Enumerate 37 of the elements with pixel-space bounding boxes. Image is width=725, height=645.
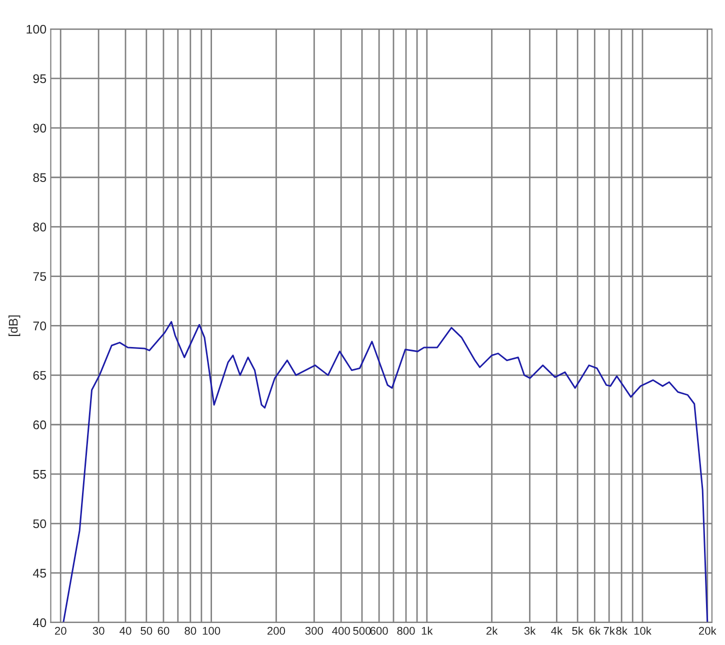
x-tick-label: 200 bbox=[267, 626, 286, 635]
x-tick-label: 6k bbox=[589, 626, 601, 635]
x-tick-label: 4k bbox=[551, 626, 563, 635]
x-tick-label: 30 bbox=[92, 626, 104, 635]
x-tick-label: 20 bbox=[54, 626, 66, 635]
y-tick-label: 100 bbox=[26, 24, 46, 34]
y-tick-label: 85 bbox=[33, 173, 46, 182]
y-tick-label: 95 bbox=[33, 74, 46, 84]
x-tick-label: 60 bbox=[158, 626, 170, 635]
y-tick-label: 55 bbox=[33, 470, 46, 479]
x-tick-label: 10k bbox=[634, 626, 652, 635]
x-tick-label: 5k bbox=[572, 626, 584, 635]
y-tick-label: 40 bbox=[32, 618, 46, 628]
x-tick-label: 2k bbox=[486, 626, 498, 635]
x-tick-label: 400 bbox=[332, 626, 350, 635]
x-tick-label: 80 bbox=[184, 626, 196, 635]
x-tick-label: 7k bbox=[604, 626, 615, 635]
x-tick-label: 40 bbox=[120, 626, 132, 635]
y-tick-label: 80 bbox=[33, 222, 46, 232]
y-axis-title: [dB] bbox=[8, 316, 20, 336]
x-tick-label: 600 bbox=[370, 626, 388, 635]
x-tick-label: 1k bbox=[422, 626, 433, 635]
y-tick-label: 75 bbox=[33, 272, 46, 281]
x-tick-label: 20k bbox=[698, 626, 716, 635]
y-tick-label: 70 bbox=[33, 322, 46, 330]
x-tick-label: 100 bbox=[202, 626, 220, 635]
x-tick-label: 50 bbox=[140, 626, 152, 635]
x-tick-label: 8k bbox=[616, 626, 628, 635]
y-tick-label: 65 bbox=[33, 370, 46, 380]
y-tick-label: 45 bbox=[32, 568, 46, 578]
y-tick-label: 90 bbox=[33, 124, 46, 133]
x-tick-label: 300 bbox=[305, 626, 324, 635]
x-tick-label: 800 bbox=[397, 626, 415, 635]
x-tick-label: 3k bbox=[524, 626, 536, 635]
y-tick-label: 60 bbox=[33, 420, 46, 430]
y-tick-label: 50 bbox=[33, 519, 46, 528]
x-tick-label: 500 bbox=[353, 626, 371, 635]
